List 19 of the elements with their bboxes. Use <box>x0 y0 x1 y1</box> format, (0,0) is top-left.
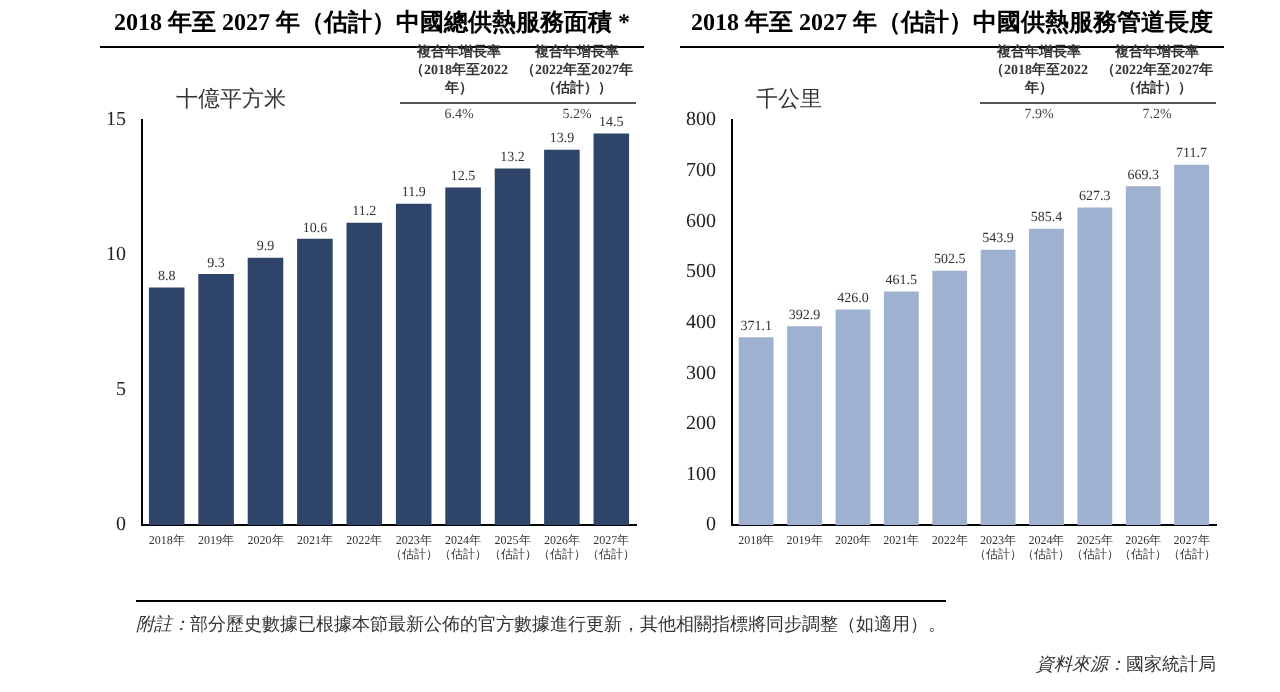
y-tick-label: 10 <box>106 244 126 267</box>
y-tick-label: 100 <box>686 463 716 486</box>
y-tick-label: 15 <box>106 109 126 132</box>
y-tick-label: 600 <box>686 210 716 233</box>
source-note: 資料來源：國家統計局 <box>1036 652 1216 678</box>
text: 附註：部分歷史數據已根據本節最新公佈的官方數據進行更新，其他相關指標將同步調整（如適用）。 <box>136 600 946 638</box>
y-tick-label: 700 <box>686 159 716 182</box>
y-axis-title: 千公里 <box>756 86 822 114</box>
y-tick-label: 300 <box>686 362 716 385</box>
y-tick-label: 0 <box>706 514 716 537</box>
chart-title: 2018 年至 2027 年（估計）中國總供熱服務面積 * <box>114 8 630 36</box>
y-tick-label: 500 <box>686 261 716 284</box>
chart-title: 2018 年至 2027 年（估計）中國供熱服務管道長度 <box>691 8 1213 36</box>
y-tick-label: 400 <box>686 311 716 334</box>
y-axis-title: 十億平方米 <box>176 85 286 114</box>
y-tick-label: 5 <box>116 379 126 402</box>
y-tick-label: 800 <box>686 109 716 132</box>
y-tick-label: 200 <box>686 413 716 436</box>
y-tick-label: 0 <box>116 514 126 537</box>
